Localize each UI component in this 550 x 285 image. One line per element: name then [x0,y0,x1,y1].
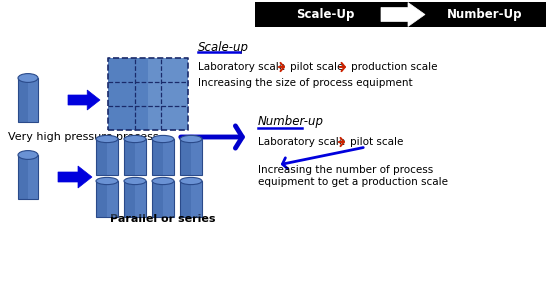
Bar [152,139,174,175]
Polygon shape [68,90,100,110]
Text: Laboratory scale: Laboratory scale [198,62,285,72]
Polygon shape [58,166,92,188]
Ellipse shape [180,177,202,185]
Ellipse shape [152,177,174,185]
Bar [180,181,202,217]
Bar [108,58,188,130]
Polygon shape [381,3,425,27]
Ellipse shape [152,135,174,142]
Bar [28,155,38,199]
Text: pilot scale: pilot scale [350,137,403,147]
Text: Laboratory scale: Laboratory scale [258,137,345,147]
Bar [28,78,38,122]
Text: Increasing the number of process: Increasing the number of process [258,165,433,175]
Text: Scale-up: Scale-up [198,40,249,54]
Bar [18,155,38,199]
Ellipse shape [18,150,38,159]
Bar [124,139,146,175]
Ellipse shape [96,177,118,185]
Ellipse shape [96,135,118,142]
Text: Parallel or series: Parallel or series [110,214,216,224]
Ellipse shape [180,135,202,142]
Bar [107,139,118,175]
Ellipse shape [18,74,38,82]
Bar [18,78,38,122]
Bar [191,139,202,175]
Bar [107,181,118,217]
Bar [135,181,146,217]
Bar [96,139,118,175]
Text: Scale-Up: Scale-Up [296,8,354,21]
Text: pilot scale: pilot scale [290,62,343,72]
Bar [148,58,188,130]
Bar [163,181,174,217]
Text: production scale: production scale [351,62,437,72]
Text: Increasing the size of process equipment: Increasing the size of process equipment [198,78,412,88]
Text: Very high pressure process: Very high pressure process [8,132,158,142]
Ellipse shape [124,177,146,185]
Bar [135,139,146,175]
Text: Number-up: Number-up [258,115,324,129]
Bar [255,2,546,27]
Bar [124,181,146,217]
Bar [180,139,202,175]
Bar [152,181,174,217]
Text: equipment to get a production scale: equipment to get a production scale [258,177,448,187]
Text: Number-Up: Number-Up [447,8,522,21]
Bar [163,139,174,175]
Bar [96,181,118,217]
Ellipse shape [124,135,146,142]
Bar [191,181,202,217]
